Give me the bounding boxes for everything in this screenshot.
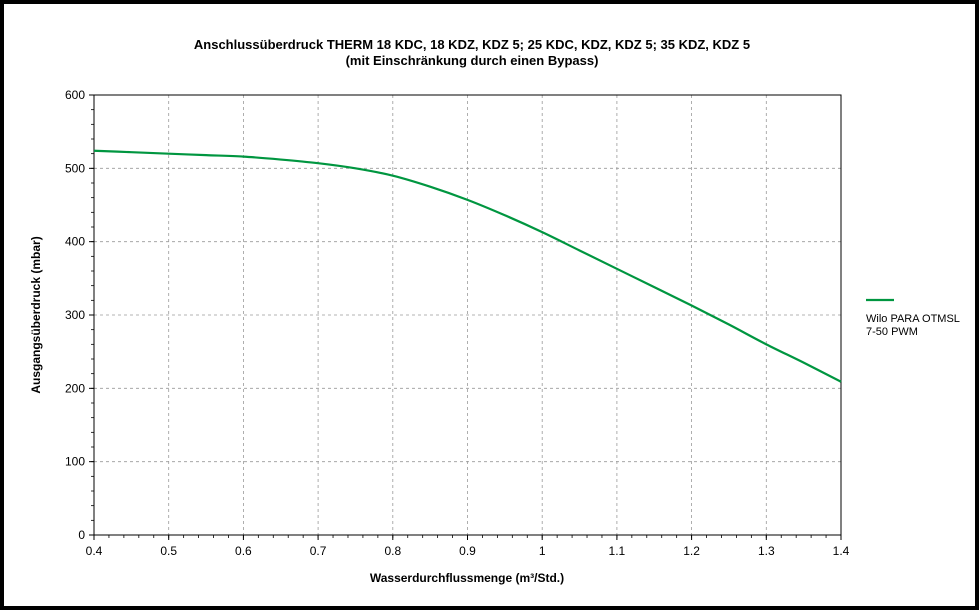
legend-label: Wilo PARA OTMSL [866,313,960,325]
legend-label: 7-50 PWM [866,326,918,338]
x-tick-label: 1.1 [609,544,626,558]
y-axis-label: Ausgangsüberdruck (mbar) [29,236,43,393]
x-tick-label: 1.3 [758,544,775,558]
x-tick-label: 1.4 [833,544,850,558]
series-group [93,149,842,383]
chart-title: Anschlussüberdruck THERM 18 KDC, 18 KDZ,… [194,37,750,52]
x-tick-label: 0.9 [459,544,476,558]
x-axis-label: Wasserdurchflussmenge (m³/Std.) [370,571,564,585]
x-tick-label: 0.6 [235,544,252,558]
x-tick-label: 0.7 [310,544,327,558]
x-tick-label: 1 [539,544,546,558]
series-line [93,149,842,383]
y-tick-label: 0 [78,528,85,542]
y-tick-label: 200 [65,381,85,395]
x-tick-label: 0.4 [86,544,103,558]
y-tick-label: 300 [65,308,85,322]
chart-subtitle: (mit Einschränkung durch einen Bypass) [346,53,599,68]
grid [94,95,841,535]
x-tick-label: 1.2 [683,544,700,558]
axis-ticks: 0.4 0.5 0.6 0.7 0.8 0.9 1 1.1 1.2 1.3 1.4 0 100 200 30… [65,88,850,558]
y-tick-label: 100 [65,455,85,469]
y-tick-label: 400 [65,235,85,249]
x-tick-label: 0.8 [384,544,401,558]
x-tick-label: 0.5 [160,544,177,558]
y-tick-label: 600 [65,88,85,102]
y-tick-label: 500 [65,161,85,175]
